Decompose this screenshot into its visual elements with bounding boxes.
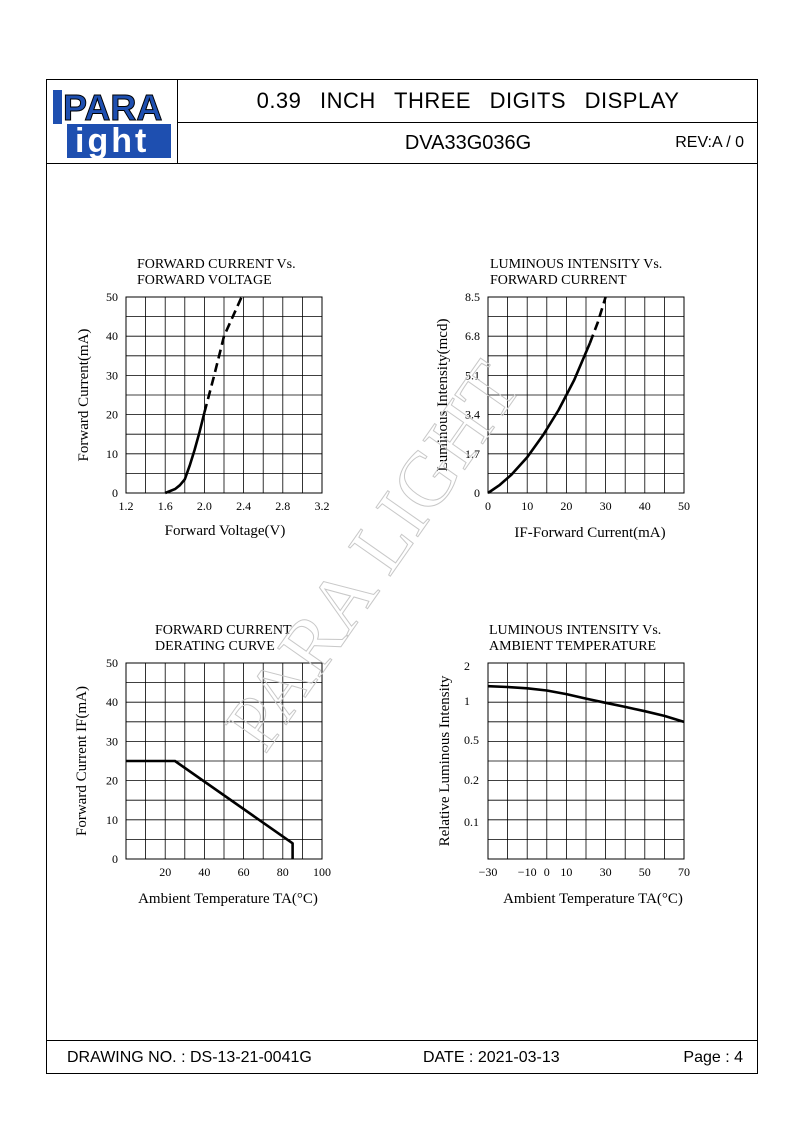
chart4-ytick-label: 0.1: [464, 815, 479, 829]
chart3-title-line: FORWARD CURRENT: [155, 623, 292, 638]
drawing-number: DRAWING NO. : DS-13-21-0041G: [67, 1049, 312, 1066]
page-number: Page : 4: [683, 1049, 743, 1066]
chart2-series-dashed: [588, 296, 607, 344]
chart1-ytick-label: 0: [112, 486, 118, 500]
chart4-xtick-label: 0: [544, 865, 550, 879]
chart2-ytick-label: 5.1: [465, 368, 480, 382]
chart4-title-line: LUMINOUS INTENSITY Vs.: [489, 623, 661, 638]
chart2-series-solid: [487, 342, 592, 495]
footer: DRAWING NO. : DS-13-21-0041G DATE : 2021…: [47, 1040, 757, 1075]
chart1-xtick-label: 1.2: [119, 499, 134, 513]
chart1-ytick-label: 10: [106, 447, 118, 461]
chart4-xtick-label: 70: [678, 865, 690, 879]
chart2-ytick-label: 8.5: [465, 290, 480, 304]
chart2-ytick-label: 6.8: [465, 329, 480, 343]
chart4-title-line: AMBIENT TEMPERATURE: [489, 639, 656, 654]
chart3-ytick-label: 20: [106, 774, 118, 788]
chart2-xtick-label: 20: [560, 499, 572, 513]
chart1-xtick-label: 1.6: [158, 499, 173, 513]
chart1-title-line: FORWARD VOLTAGE: [137, 273, 272, 288]
chart1-series-solid: [164, 412, 206, 495]
chart2-xtick-label: 10: [521, 499, 533, 513]
chart4-ytick-label: 2: [464, 659, 470, 673]
chart3-ytick-label: 10: [106, 813, 118, 827]
chart2-ytick-label: 0: [474, 486, 480, 500]
chart1-xlabel: Forward Voltage(V): [165, 523, 286, 539]
chart3-xtick-label: 20: [159, 865, 171, 879]
chart4-xtick-label: 50: [639, 865, 651, 879]
company-logo: PARA ight: [53, 87, 171, 160]
chart2-xtick-label: 30: [600, 499, 612, 513]
chart3-xtick-label: 80: [277, 865, 289, 879]
chart4-ytick-label: 1: [464, 694, 470, 708]
document-date: DATE : 2021-03-13: [423, 1049, 560, 1066]
chart1-ytick-label: 30: [106, 368, 118, 382]
document-title: 0.39 INCH THREE DIGITS DISPLAY: [256, 88, 680, 113]
chart2-ylabel: Luminous Intensity(mcd): [435, 319, 451, 472]
svg-text:PARA: PARA: [63, 88, 162, 128]
chart2-xtick-label: 0: [485, 499, 491, 513]
document-frame: PARA ight 0.39 INCH THREE DIGITS DISPLAY…: [46, 79, 758, 1074]
chart3-series-solid: [126, 759, 294, 859]
chart1-title-line: FORWARD CURRENT Vs.: [137, 257, 296, 272]
chart3-ytick-label: 0: [112, 852, 118, 866]
svg-text:ight: ight: [75, 122, 149, 160]
chart2-title-line: LUMINOUS INTENSITY Vs.: [490, 257, 662, 272]
chart4-xtick-label: −10: [518, 865, 537, 879]
chart3-ytick-label: 30: [106, 734, 118, 748]
chart2-ytick-label: 1.7: [465, 447, 480, 461]
chart3-xtick-label: 60: [238, 865, 250, 879]
chart4-xtick-label: 10: [560, 865, 572, 879]
chart3-xtick-label: 40: [198, 865, 210, 879]
chart2-xtick-label: 40: [639, 499, 651, 513]
chart4-xtick-label: 30: [600, 865, 612, 879]
chart4-xtick-label: −30: [479, 865, 498, 879]
chart3-xtick-label: 100: [313, 865, 331, 879]
chart1-ylabel: Forward Current(mA): [76, 329, 92, 462]
chart1-ytick-label: 20: [106, 408, 118, 422]
chart2-title-line: FORWARD CURRENT: [490, 273, 627, 288]
chart1-xtick-label: 3.2: [315, 499, 330, 513]
chart3-ytick-label: 50: [106, 656, 118, 670]
chart1-series-dashed: [203, 296, 243, 413]
chart3-title-line: DERATING CURVE: [155, 639, 275, 654]
chart1-xtick-label: 2.0: [197, 499, 212, 513]
model-number: DVA33G036G: [404, 132, 532, 154]
chart2-ytick-label: 3.4: [465, 408, 480, 422]
chart4-series-solid: [487, 684, 685, 724]
chart1-xtick-label: 2.8: [275, 499, 290, 513]
chart1-ytick-label: 50: [106, 290, 118, 304]
chart3-ylabel: Forward Current IF(mA): [74, 686, 90, 836]
chart4-ytick-label: 0.5: [464, 733, 479, 747]
chart3-ytick-label: 40: [106, 695, 118, 709]
chart4-ylabel: Relative Luminous Intensity: [437, 675, 453, 846]
chart1-xtick-label: 2.4: [236, 499, 251, 513]
chart1-ytick-label: 40: [106, 329, 118, 343]
chart4-xlabel: Ambient Temperature TA(°C): [503, 891, 683, 907]
chart4-ytick-label: 0.2: [464, 773, 479, 787]
revision: REV:A / 0: [675, 134, 744, 151]
chart2-xlabel: IF-Forward Current(mA): [514, 525, 665, 541]
chart2-xtick-label: 50: [678, 499, 690, 513]
chart3-xlabel: Ambient Temperature TA(°C): [138, 891, 318, 907]
